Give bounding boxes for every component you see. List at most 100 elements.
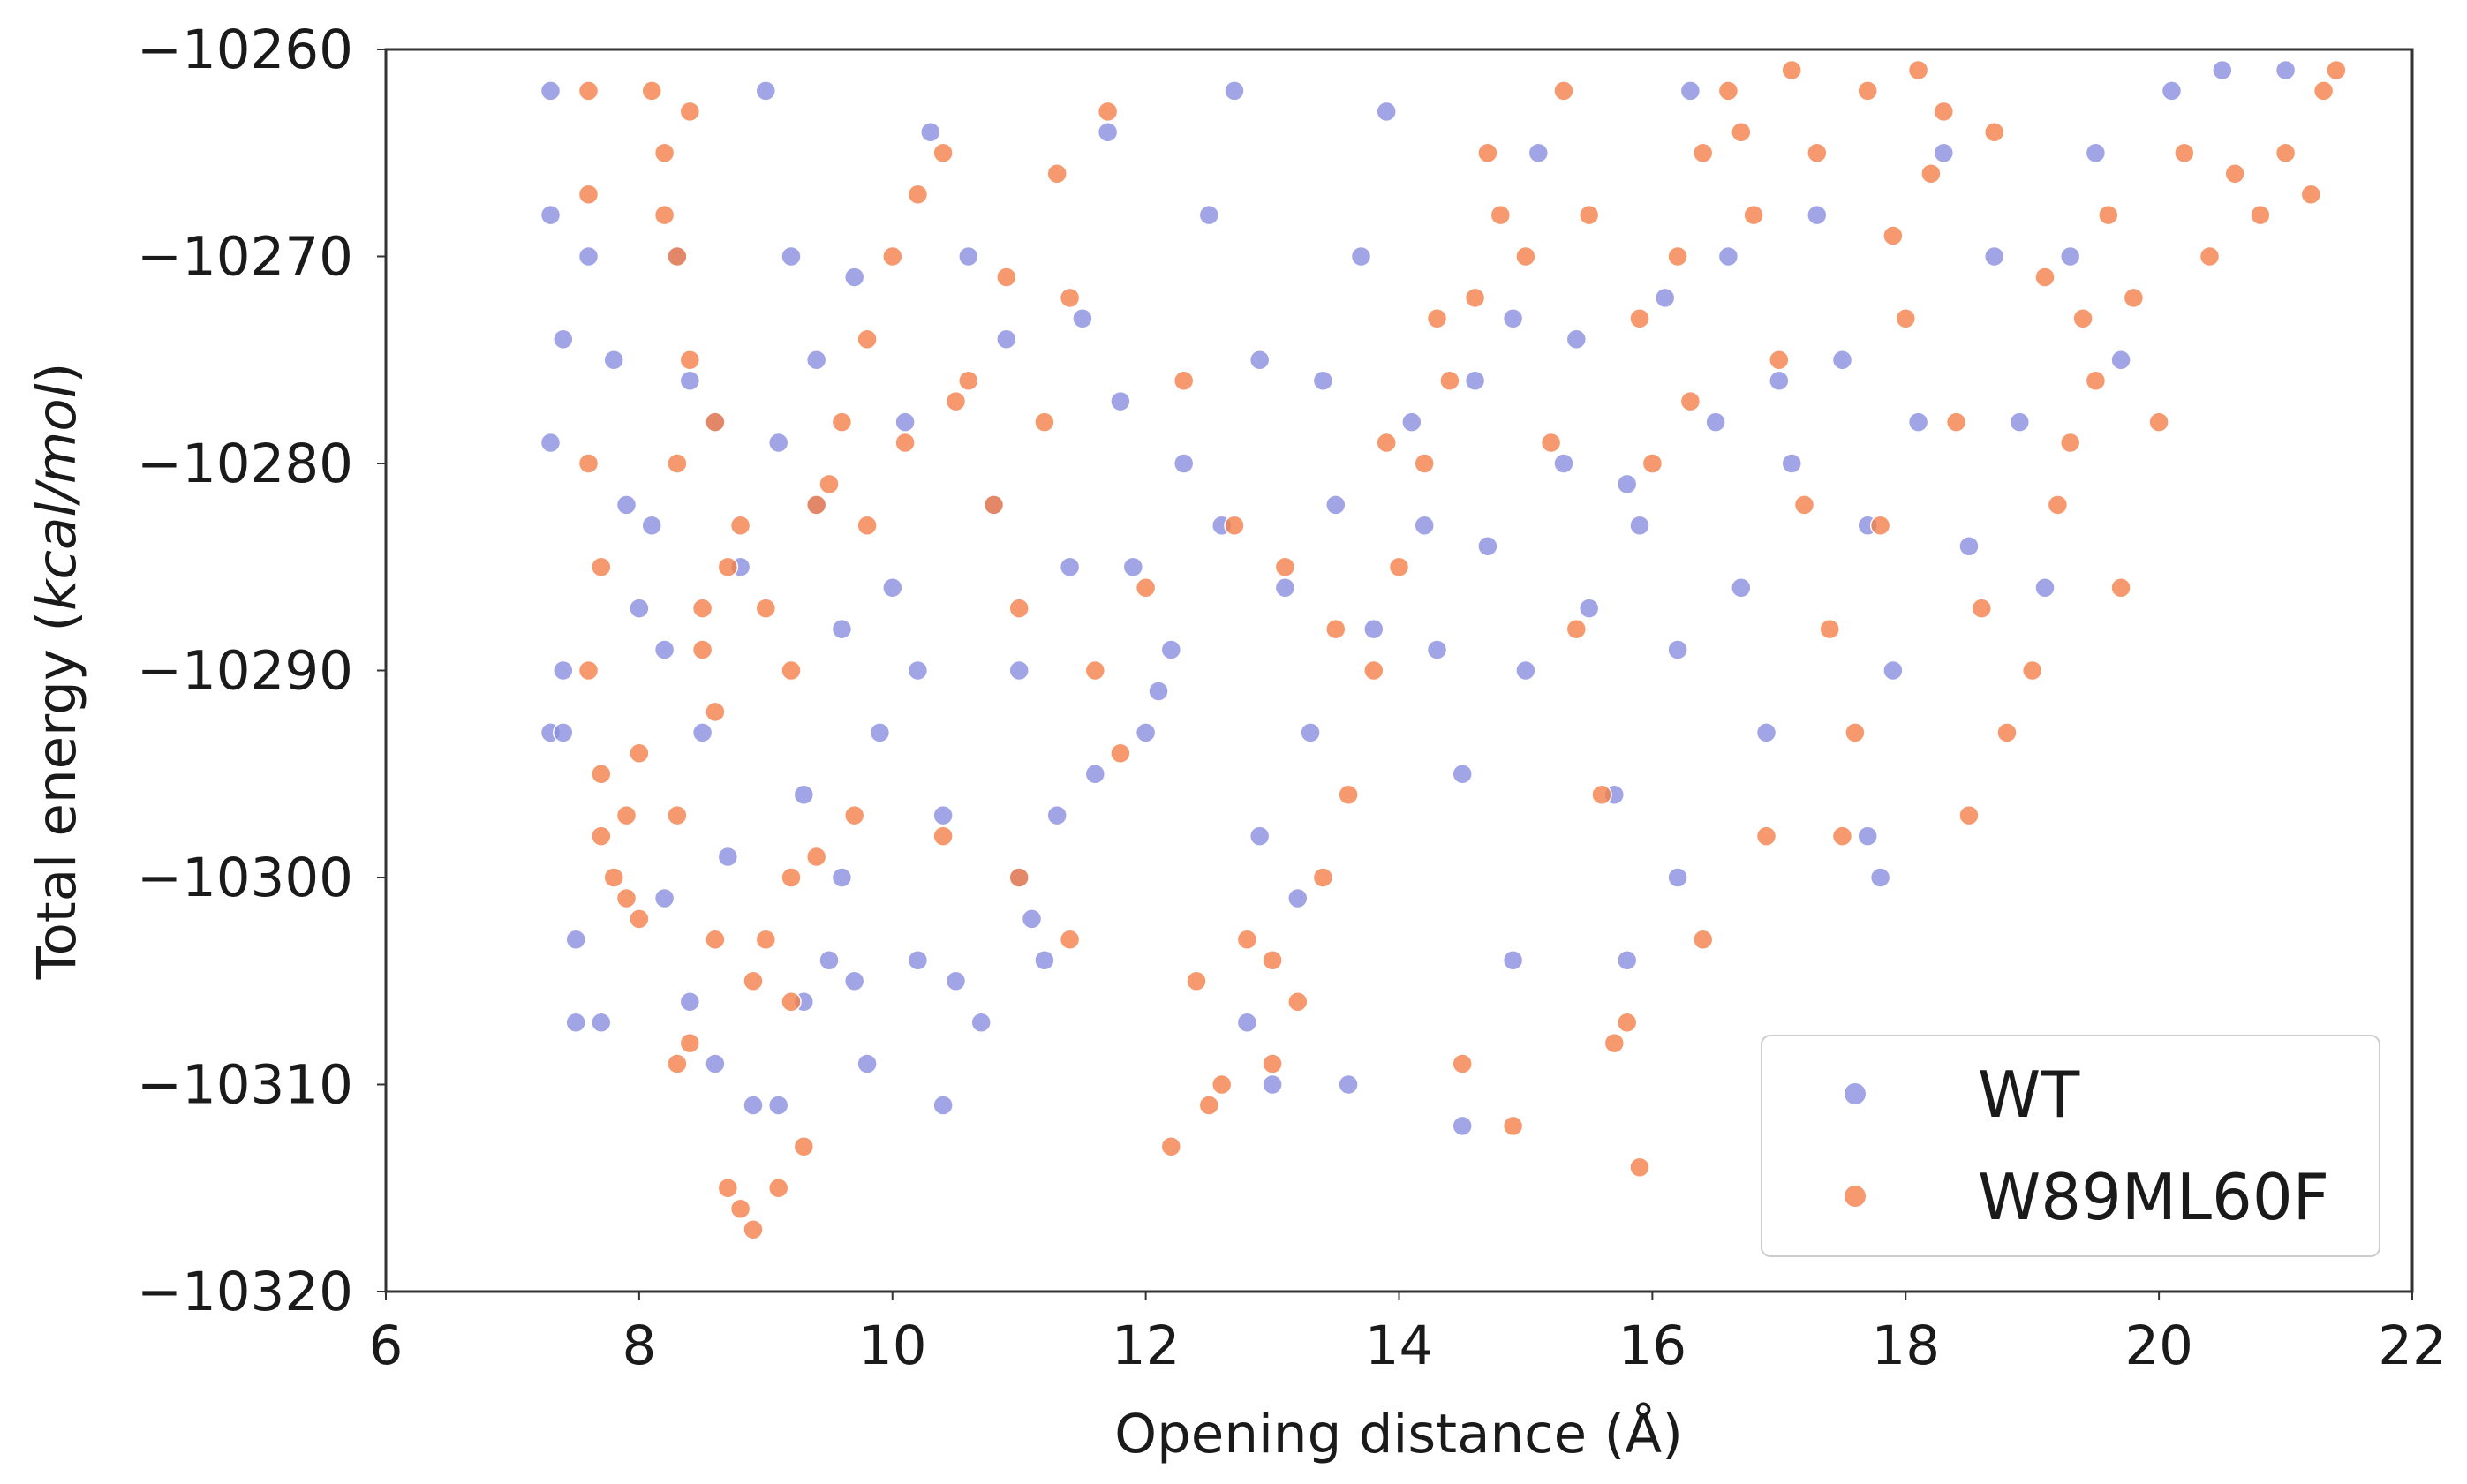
point-wt-105 [996,328,1017,350]
point-wt-18 [743,1095,764,1116]
point-w89ml60f-129 [1376,432,1397,454]
point-w89ml60f-44 [1084,659,1106,682]
point-w89ml60f-97 [2110,576,2131,599]
point-wt-13 [629,598,650,619]
x-tick-label: 14 [1365,1315,1434,1377]
point-wt-86 [2161,80,2183,102]
point-wt-46 [1122,556,1144,578]
point-w89ml60f-39 [958,370,979,391]
x-axis-label: Opening distance (Å) [1114,1403,1683,1465]
point-wt-0 [539,80,562,102]
point-w89ml60f-29 [705,411,726,433]
point-w89ml60f-130 [1426,308,1448,329]
point-w89ml60f-67 [1603,1032,1626,1054]
point-wt-42 [1008,659,1030,682]
point-w89ml60f-31 [755,598,777,619]
point-w89ml60f-68 [1641,453,1664,474]
point-w89ml60f-108 [932,825,954,847]
y-tick-label: −10310 [137,1054,353,1117]
point-wt-89 [1236,1012,1258,1033]
point-w89ml60f-12 [679,350,701,371]
point-w89ml60f-114 [615,804,637,826]
point-wt-126 [932,804,954,826]
point-w89ml60f-62 [1540,432,1562,454]
point-w89ml60f-79 [1920,162,1942,185]
point-w89ml60f-27 [653,204,675,226]
x-tick-label: 18 [1871,1315,1940,1377]
point-w89ml60f-3 [591,556,612,578]
point-wt-33 [755,80,777,102]
point-w89ml60f-43 [1059,287,1081,309]
point-wt-36 [831,618,853,640]
point-w89ml60f-38 [932,142,954,164]
point-w89ml60f-47 [1160,1136,1182,1157]
point-w89ml60f-145 [2059,432,2081,454]
point-wt-71 [1755,722,1777,743]
y-tick-label: −10270 [137,226,353,289]
point-w89ml60f-137 [1781,59,1802,81]
point-wt-39 [920,122,941,143]
point-wt-59 [1452,764,1473,785]
point-wt-69 [1705,411,1726,433]
point-w89ml60f-56 [1388,556,1410,578]
point-w89ml60f-14 [691,598,713,619]
point-w89ml60f-66 [1629,1156,1650,1179]
point-wt-11 [603,350,624,371]
point-wt-53 [1300,722,1321,743]
point-w89ml60f-1 [577,184,600,205]
point-w89ml60f-17 [667,1053,688,1074]
point-w89ml60f-49 [1211,1073,1233,1096]
point-w89ml60f-20 [729,1198,751,1219]
point-w89ml60f-71 [1717,80,1739,102]
point-w89ml60f-46 [1135,576,1157,599]
point-w89ml60f-85 [2072,308,2094,329]
point-wt-116 [1616,473,1638,495]
point-wt-103 [882,576,903,599]
point-w89ml60f-70 [1692,142,1714,164]
point-wt-95 [1249,825,1271,847]
x-tick-label: 8 [622,1315,656,1377]
point-w89ml60f-57 [1414,453,1435,474]
point-wt-74 [1831,350,1853,371]
point-wt-97 [1857,825,1878,847]
y-tick-label: −10290 [137,640,353,703]
point-wt-10 [577,245,600,267]
point-wt-118 [1717,245,1739,267]
point-wt-40 [958,245,979,267]
point-w89ml60f-28 [679,101,701,123]
y-axis: −10260 −10270 −10280 −10290 −10300 −10310 −103… [137,19,386,1323]
point-w89ml60f-83 [2021,659,2043,682]
point-w89ml60f-8 [615,887,637,909]
point-w89ml60f-41 [1008,598,1030,619]
point-wt-94 [1287,887,1309,909]
point-w89ml60f-140 [1907,59,1929,81]
point-w89ml60f-91 [2250,204,2271,226]
point-wt-68 [1679,80,1701,102]
point-wt-67 [1654,287,1676,309]
point-wt-54 [1325,494,1347,516]
legend-label-w89ml60f: W89ML60F [1978,1160,2329,1234]
points-layer [539,59,2347,1240]
point-w89ml60f-55 [1363,659,1384,682]
point-w89ml60f-4 [577,659,600,682]
point-wt-101 [805,350,827,371]
point-wt-23 [856,1053,878,1074]
point-w89ml60f-112 [743,970,764,992]
point-wt-27 [970,1012,992,1033]
point-w89ml60f-42 [1034,411,1055,433]
point-wt-24 [907,950,929,971]
point-wt-15 [679,991,701,1013]
point-w89ml60f-48 [1186,970,1207,992]
point-w89ml60f-139 [1857,80,1878,102]
point-w89ml60f-58 [1439,370,1460,391]
point-wt-43 [1046,804,1068,826]
point-w89ml60f-99 [1831,825,1853,847]
point-wt-125 [831,867,853,888]
point-w89ml60f-80 [1945,411,1967,433]
point-wt-19 [767,1095,789,1116]
point-wt-128 [1084,764,1106,785]
point-w89ml60f-84 [2047,494,2069,516]
point-wt-8 [591,1012,612,1033]
point-wt-96 [1869,867,1891,888]
